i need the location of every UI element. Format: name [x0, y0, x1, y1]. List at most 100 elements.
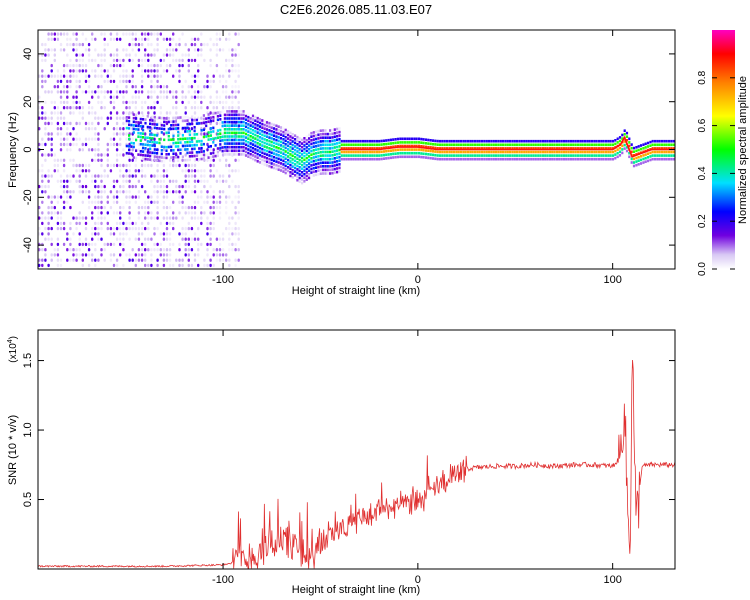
noise-cell — [103, 258, 106, 262]
signal-cell — [195, 151, 198, 154]
noise-cell — [56, 37, 60, 41]
signal-cell — [436, 147, 439, 150]
signal-cell — [261, 144, 264, 147]
signal-cell — [188, 122, 191, 126]
signal-cell — [209, 119, 212, 123]
signal-cell — [586, 147, 589, 150]
signal-cell — [544, 147, 547, 150]
signal-cell — [289, 163, 292, 167]
signal-cell — [289, 153, 292, 156]
noise-cell — [215, 200, 219, 204]
noise-cell — [200, 211, 203, 215]
signal-cell — [329, 129, 332, 132]
signal-cell — [186, 119, 189, 122]
signal-cell — [632, 164, 636, 168]
signal-cell — [499, 157, 502, 161]
noise-cell — [156, 216, 159, 220]
signal-cell — [216, 150, 219, 154]
signal-cell — [481, 147, 484, 150]
noise-cell — [181, 184, 184, 189]
noise-cell — [125, 121, 128, 126]
noise-cell — [140, 111, 144, 115]
signal-cell — [464, 147, 467, 150]
signal-cell — [301, 178, 304, 181]
signal-cell — [146, 115, 149, 118]
noise-cell — [137, 211, 141, 215]
signal-cell — [579, 157, 582, 161]
signal-cell — [569, 147, 572, 150]
noise-cell — [53, 211, 56, 215]
signal-cell — [338, 163, 341, 166]
noise-cell — [94, 232, 97, 236]
signal-cell — [656, 139, 659, 143]
signal-cell — [368, 147, 371, 150]
signal-cell — [275, 160, 278, 163]
signal-cell — [459, 143, 463, 147]
signal-cell — [265, 142, 269, 146]
signal-cell — [294, 166, 297, 170]
signal-cell — [445, 150, 449, 154]
noise-cell — [81, 258, 84, 262]
signal-cell — [553, 157, 556, 161]
noise-cell — [59, 48, 63, 52]
signal-cell — [219, 110, 222, 114]
signal-cell — [261, 151, 264, 155]
signal-cell — [163, 124, 166, 127]
noise-cell — [41, 137, 44, 141]
signal-cell — [654, 147, 657, 150]
colorbar-ticks: 0.00.20.40.60.8 — [697, 70, 735, 276]
noise-cell — [53, 248, 56, 252]
signal-cell — [263, 130, 266, 134]
signal-cell — [464, 139, 467, 143]
signal-cell — [315, 159, 318, 162]
signal-cell — [523, 147, 526, 150]
signal-cell — [401, 148, 404, 151]
noise-cell — [87, 53, 91, 57]
noise-cell — [168, 253, 172, 257]
noise-cell — [59, 226, 63, 231]
noise-cell — [178, 190, 181, 194]
noise-cell — [137, 195, 141, 199]
signal-cell — [237, 145, 241, 149]
noise-cell — [193, 111, 197, 115]
noise-cell — [215, 90, 219, 94]
noise-cell — [200, 53, 203, 57]
noise-cell — [231, 232, 234, 236]
noise-cell — [234, 69, 237, 73]
signal-cell — [228, 124, 231, 127]
signal-cell — [378, 154, 381, 157]
noise-cell — [178, 184, 181, 189]
signal-cell — [492, 150, 495, 154]
noise-cell — [87, 74, 91, 78]
noise-cell — [72, 42, 75, 47]
noise-cell — [225, 100, 228, 105]
signal-cell — [611, 139, 615, 143]
noise-cell — [165, 232, 169, 236]
noise-cell — [237, 90, 240, 94]
signal-cell — [291, 150, 294, 154]
signal-cell — [202, 150, 205, 153]
signal-cell — [310, 174, 313, 178]
noise-cell — [200, 216, 203, 220]
noise-cell — [134, 90, 137, 94]
noise-cell — [144, 216, 147, 220]
noise-cell — [66, 195, 69, 199]
noise-cell — [44, 111, 47, 115]
noise-cell — [91, 95, 94, 99]
signal-cell — [459, 154, 463, 157]
noise-cell — [206, 216, 209, 220]
signal-cell — [326, 154, 329, 157]
signal-cell — [527, 150, 530, 154]
noise-cell — [38, 263, 41, 268]
signal-cell — [277, 150, 280, 154]
noise-cell — [87, 205, 91, 210]
signal-cell — [506, 143, 509, 147]
signal-cell — [637, 155, 640, 159]
noise-cell — [162, 95, 166, 99]
noise-cell — [47, 137, 50, 141]
signal-cell — [625, 135, 629, 138]
signal-cell — [146, 158, 149, 161]
signal-cell — [212, 155, 215, 158]
signal-cell — [392, 141, 395, 145]
signal-cell — [607, 157, 610, 161]
